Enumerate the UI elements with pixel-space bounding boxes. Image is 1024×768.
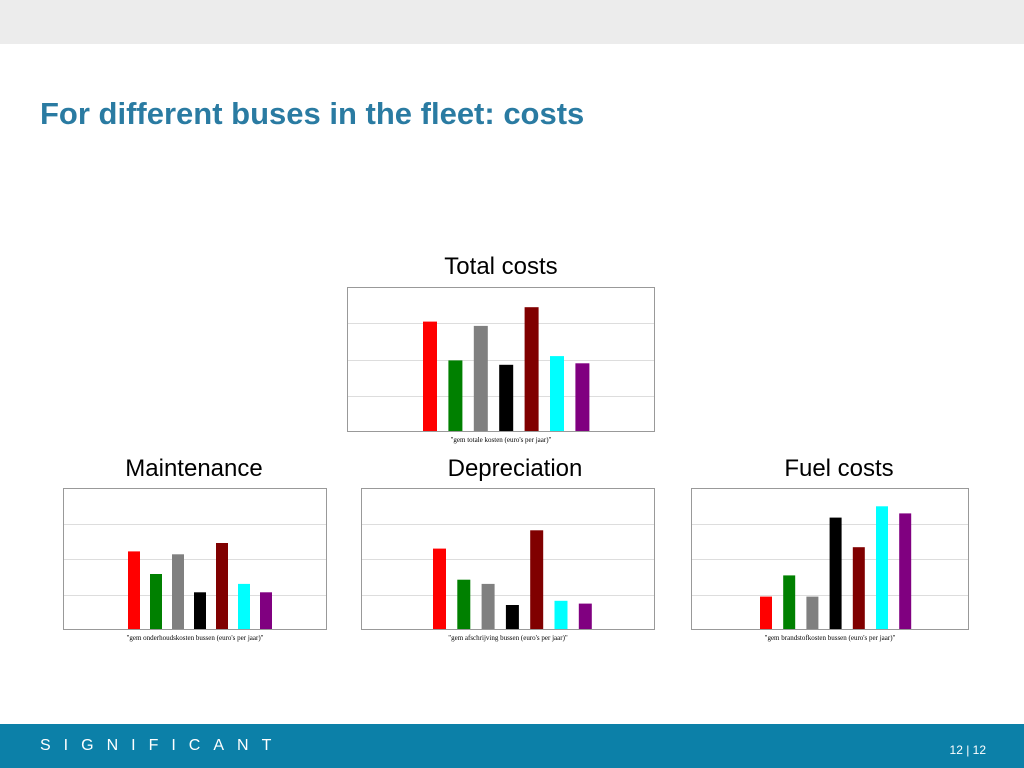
bar (423, 321, 437, 431)
bar (128, 551, 140, 629)
chart-caption: "gem onderhoudskosten bussen (euro's per… (126, 634, 263, 642)
bar (216, 543, 228, 629)
significant-logo: SIGNIFICANT (40, 737, 285, 754)
bar (550, 356, 564, 431)
chart-fuel-costs: "gem brandstofkosten bussen (euro's per … (691, 488, 969, 642)
bar (829, 517, 842, 629)
bar (760, 596, 772, 629)
bar (150, 574, 162, 629)
slide-title: For different buses in the fleet: costs (40, 96, 585, 131)
bar (505, 605, 519, 629)
chart-caption: "gem totale kosten (euro's per jaar)" (451, 436, 552, 444)
bar (899, 513, 912, 629)
footer-bar: SIGNIFICANT 12 | 12 (0, 724, 1024, 768)
bar (481, 583, 495, 629)
chart-depreciation: "gem afschrijving bussen (euro's per jaa… (361, 488, 655, 642)
chart-label-total-costs: Total costs (444, 253, 558, 280)
bar (554, 600, 568, 629)
page-number: 12 | 12 (949, 743, 986, 757)
bar (457, 579, 471, 629)
bar (524, 307, 539, 431)
bar (172, 554, 184, 629)
top-band (0, 0, 1024, 44)
chart-label-depreciation: Depreciation (447, 455, 583, 482)
bar (578, 603, 592, 629)
chart-caption: "gem brandstofkosten bussen (euro's per … (765, 634, 896, 642)
chart-label-fuel-costs: Fuel costs (784, 455, 894, 482)
bar (473, 325, 488, 431)
bar (530, 530, 544, 629)
chart-total-costs: "gem totale kosten (euro's per jaar)" (347, 287, 655, 444)
bar (575, 363, 590, 431)
bar (238, 583, 250, 629)
bar (194, 592, 206, 629)
bar (806, 596, 819, 629)
chart-maintenance: "gem onderhoudskosten bussen (euro's per… (63, 488, 327, 642)
bar (448, 360, 463, 431)
bar (876, 506, 888, 629)
bar (433, 548, 446, 629)
chart-label-maintenance: Maintenance (125, 455, 263, 482)
bar (499, 364, 514, 431)
bar (260, 592, 272, 629)
bar (852, 547, 865, 629)
chart-caption: "gem afschrijving bussen (euro's per jaa… (448, 634, 568, 642)
bar (783, 575, 796, 629)
